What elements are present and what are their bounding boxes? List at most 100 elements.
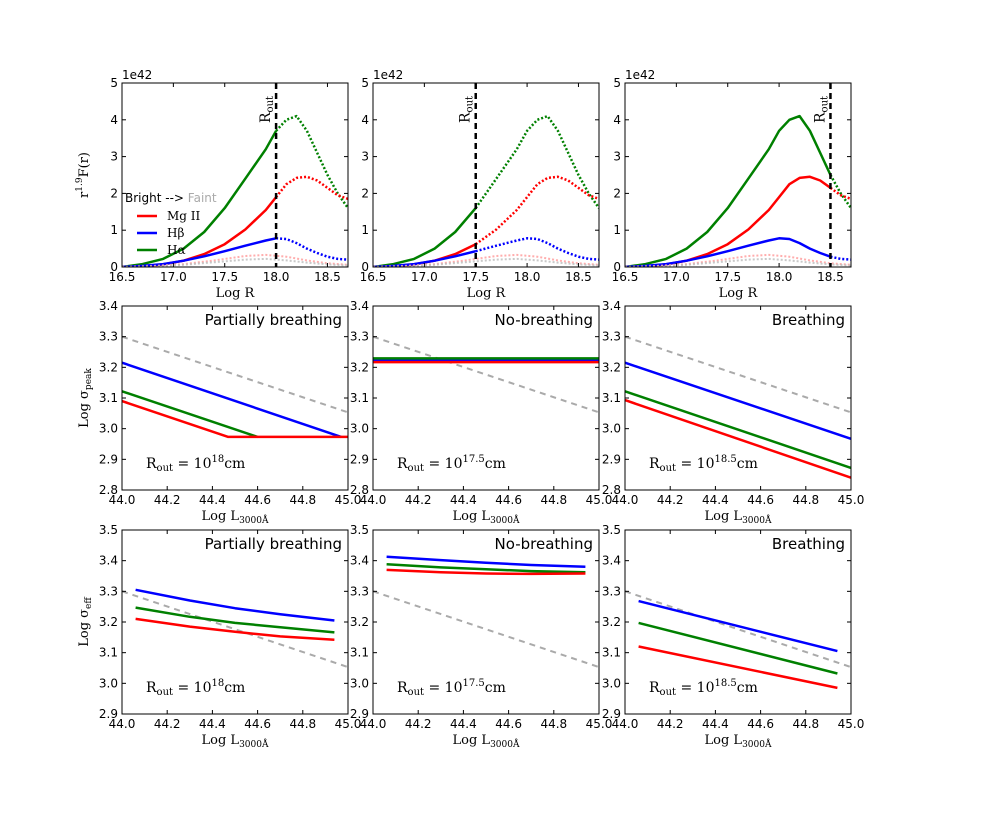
series-h--dotted bbox=[830, 255, 851, 261]
rout-label: Rout bbox=[258, 96, 276, 123]
x-tick-label: 16.5 bbox=[612, 270, 639, 284]
series-mg-ii-line bbox=[386, 568, 586, 576]
series-mg-ii-dotted bbox=[829, 186, 851, 201]
y-tick-label: 3.2 bbox=[99, 360, 118, 374]
series-reference-line bbox=[373, 590, 599, 669]
subplot-r2c1: 44.0 44.2 44.4 44.6 44.8 45.0 2.9 3.0 3.1 3.2 3.3 3… bbox=[350, 523, 612, 750]
y-tick-label: 3.3 bbox=[602, 584, 621, 598]
plot-area bbox=[373, 114, 599, 267]
x-tick-label: 44.2 bbox=[405, 717, 432, 731]
legend-label: Hα bbox=[167, 243, 186, 257]
legend-title: Bright --> Faint bbox=[125, 191, 217, 205]
x-tick-label: 44.4 bbox=[450, 493, 477, 507]
panel-title: Breathing bbox=[772, 311, 845, 329]
y-tick-label: 3.4 bbox=[350, 299, 369, 313]
offset-text: 1e42 bbox=[625, 68, 655, 82]
rout-annotation: Rout = 1018cm bbox=[146, 678, 245, 698]
series-faint-grey-line bbox=[625, 257, 851, 267]
x-tick-label: 45.0 bbox=[838, 717, 865, 731]
y-tick-label: 3.4 bbox=[602, 299, 621, 313]
x-tick-label: 17.5 bbox=[714, 270, 741, 284]
x-tick-label: 44.6 bbox=[244, 493, 271, 507]
y-tick-label: 3.2 bbox=[602, 360, 621, 374]
y-tick-label: 3.3 bbox=[99, 584, 118, 598]
y-tick-label: 3 bbox=[613, 150, 621, 164]
y-tick-label: 2.8 bbox=[350, 483, 369, 497]
series-reference-line bbox=[625, 590, 851, 669]
x-axis-label: Log L3000Å bbox=[705, 733, 772, 750]
x-tick-label: 44.0 bbox=[109, 493, 136, 507]
x-tick-label: 17.5 bbox=[462, 270, 489, 284]
y-tick-label: 0 bbox=[613, 260, 621, 274]
series-h--line bbox=[386, 563, 586, 574]
x-tick-label: 44.4 bbox=[702, 493, 729, 507]
y-tick-label: 3.0 bbox=[602, 422, 621, 436]
x-tick-label: 18.5 bbox=[565, 270, 592, 284]
y-tick-label: 3.1 bbox=[602, 391, 621, 405]
rout-label: Rout bbox=[458, 96, 476, 123]
y-tick-label: 3.3 bbox=[99, 330, 118, 344]
y-tick-label: 3.5 bbox=[350, 523, 369, 537]
y-tick-label: 2.8 bbox=[99, 483, 118, 497]
x-tick-label: 44.4 bbox=[702, 717, 729, 731]
subplot-r0c0: Rout 16.5 17.0 17.5 18.0 18.5 0 1 2 3 4 5 1e42 Log R r… bbox=[75, 68, 349, 301]
y-tick-label: 3.3 bbox=[602, 330, 621, 344]
x-tick-label: 44.2 bbox=[405, 493, 432, 507]
x-tick-label: 44.8 bbox=[792, 493, 819, 507]
series-h--dotted bbox=[276, 237, 348, 261]
y-tick-label: 3.1 bbox=[350, 646, 369, 660]
y-tick-label: 3.1 bbox=[602, 646, 621, 660]
x-tick-label: 44.6 bbox=[495, 493, 522, 507]
x-tick-label: 44.2 bbox=[657, 493, 684, 507]
plot-area bbox=[122, 588, 348, 669]
series-h--line bbox=[638, 599, 838, 653]
x-axis-label: Log L3000Å bbox=[202, 733, 269, 750]
series-h--line bbox=[122, 361, 342, 439]
x-tick-label: 44.8 bbox=[540, 717, 567, 731]
y-tick-label: 3.0 bbox=[99, 676, 118, 690]
x-tick-label: 44.0 bbox=[360, 493, 387, 507]
series-h--solid bbox=[122, 237, 277, 267]
x-tick-label: 44.4 bbox=[199, 493, 226, 507]
x-tick-label: 44.6 bbox=[747, 493, 774, 507]
x-tick-label: 45.0 bbox=[838, 493, 865, 507]
y-axis-label: r1.9F(r) bbox=[75, 152, 92, 198]
y-tick-label: 3.0 bbox=[350, 422, 369, 436]
x-tick-label: 44.4 bbox=[450, 717, 477, 731]
panel-title: Breathing bbox=[772, 535, 845, 553]
y-tick-label: 2.9 bbox=[99, 452, 118, 466]
x-tick-label: 44.6 bbox=[495, 717, 522, 731]
y-tick-label: 1 bbox=[613, 223, 621, 237]
plot-area bbox=[122, 335, 348, 439]
x-tick-label: 44.0 bbox=[109, 717, 136, 731]
axes-frame bbox=[372, 82, 600, 268]
y-tick-label: 3.3 bbox=[350, 584, 369, 598]
x-tick-label: 45.0 bbox=[586, 717, 613, 731]
plot-area bbox=[625, 590, 851, 690]
series-reference-line bbox=[373, 335, 599, 414]
series-faint-pink-line bbox=[373, 253, 599, 267]
x-tick-label: 16.5 bbox=[109, 270, 136, 284]
x-axis-label: Log R bbox=[719, 286, 759, 301]
series-h--line bbox=[386, 555, 586, 569]
x-tick-label: 18.5 bbox=[314, 270, 341, 284]
y-tick-label: 3.0 bbox=[350, 676, 369, 690]
y-tick-label: 3.4 bbox=[99, 299, 118, 313]
y-tick-label: 3.1 bbox=[99, 646, 118, 660]
legend-label: Hβ bbox=[167, 226, 184, 240]
y-tick-label: 4 bbox=[110, 113, 118, 127]
y-tick-label: 2.9 bbox=[99, 707, 118, 721]
series-h--line bbox=[638, 621, 838, 675]
series-h--dotted bbox=[474, 114, 599, 209]
y-tick-label: 5 bbox=[110, 76, 118, 90]
x-tick-label: 44.8 bbox=[792, 717, 819, 731]
y-tick-label: 2.8 bbox=[602, 483, 621, 497]
series-faint-grey-line bbox=[373, 257, 599, 267]
x-tick-label: 44.2 bbox=[154, 493, 181, 507]
series-mg-ii-line bbox=[638, 645, 838, 690]
y-tick-label: 3.0 bbox=[602, 676, 621, 690]
y-tick-label: 3.0 bbox=[99, 422, 118, 436]
rout-annotation: Rout = 1017.5cm bbox=[397, 454, 506, 474]
rout-annotation: Rout = 1018.5cm bbox=[649, 454, 758, 474]
